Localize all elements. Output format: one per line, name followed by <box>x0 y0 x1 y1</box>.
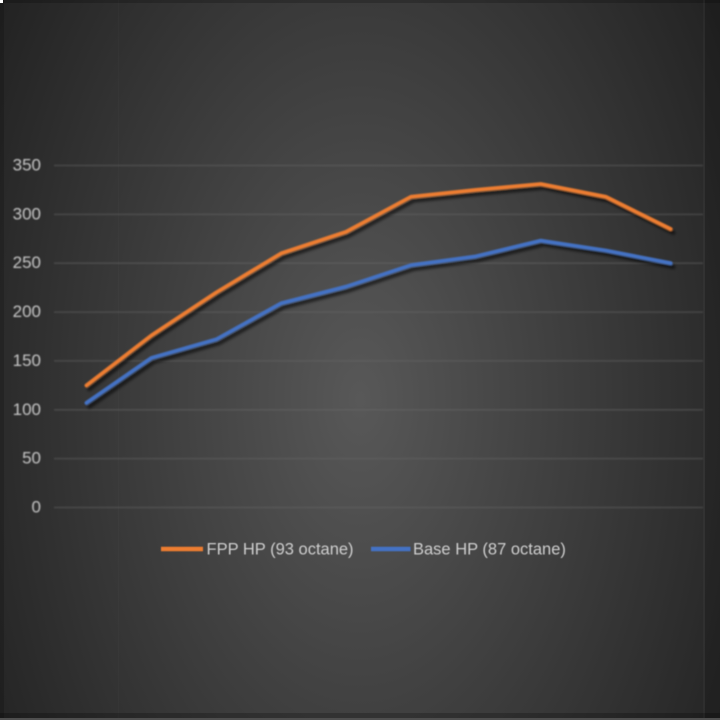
svg-text:350: 350 <box>13 156 41 175</box>
svg-text:50: 50 <box>22 449 41 468</box>
svg-text:0: 0 <box>32 498 41 517</box>
svg-text:200: 200 <box>13 302 41 321</box>
svg-text:Base HP (87 octane): Base HP (87 octane) <box>413 541 566 559</box>
svg-text:150: 150 <box>13 351 41 370</box>
svg-text:100: 100 <box>13 400 41 419</box>
svg-text:300: 300 <box>13 204 41 223</box>
svg-text:FPP HP (93 octane): FPP HP (93 octane) <box>207 541 354 559</box>
svg-text:250: 250 <box>13 253 41 272</box>
